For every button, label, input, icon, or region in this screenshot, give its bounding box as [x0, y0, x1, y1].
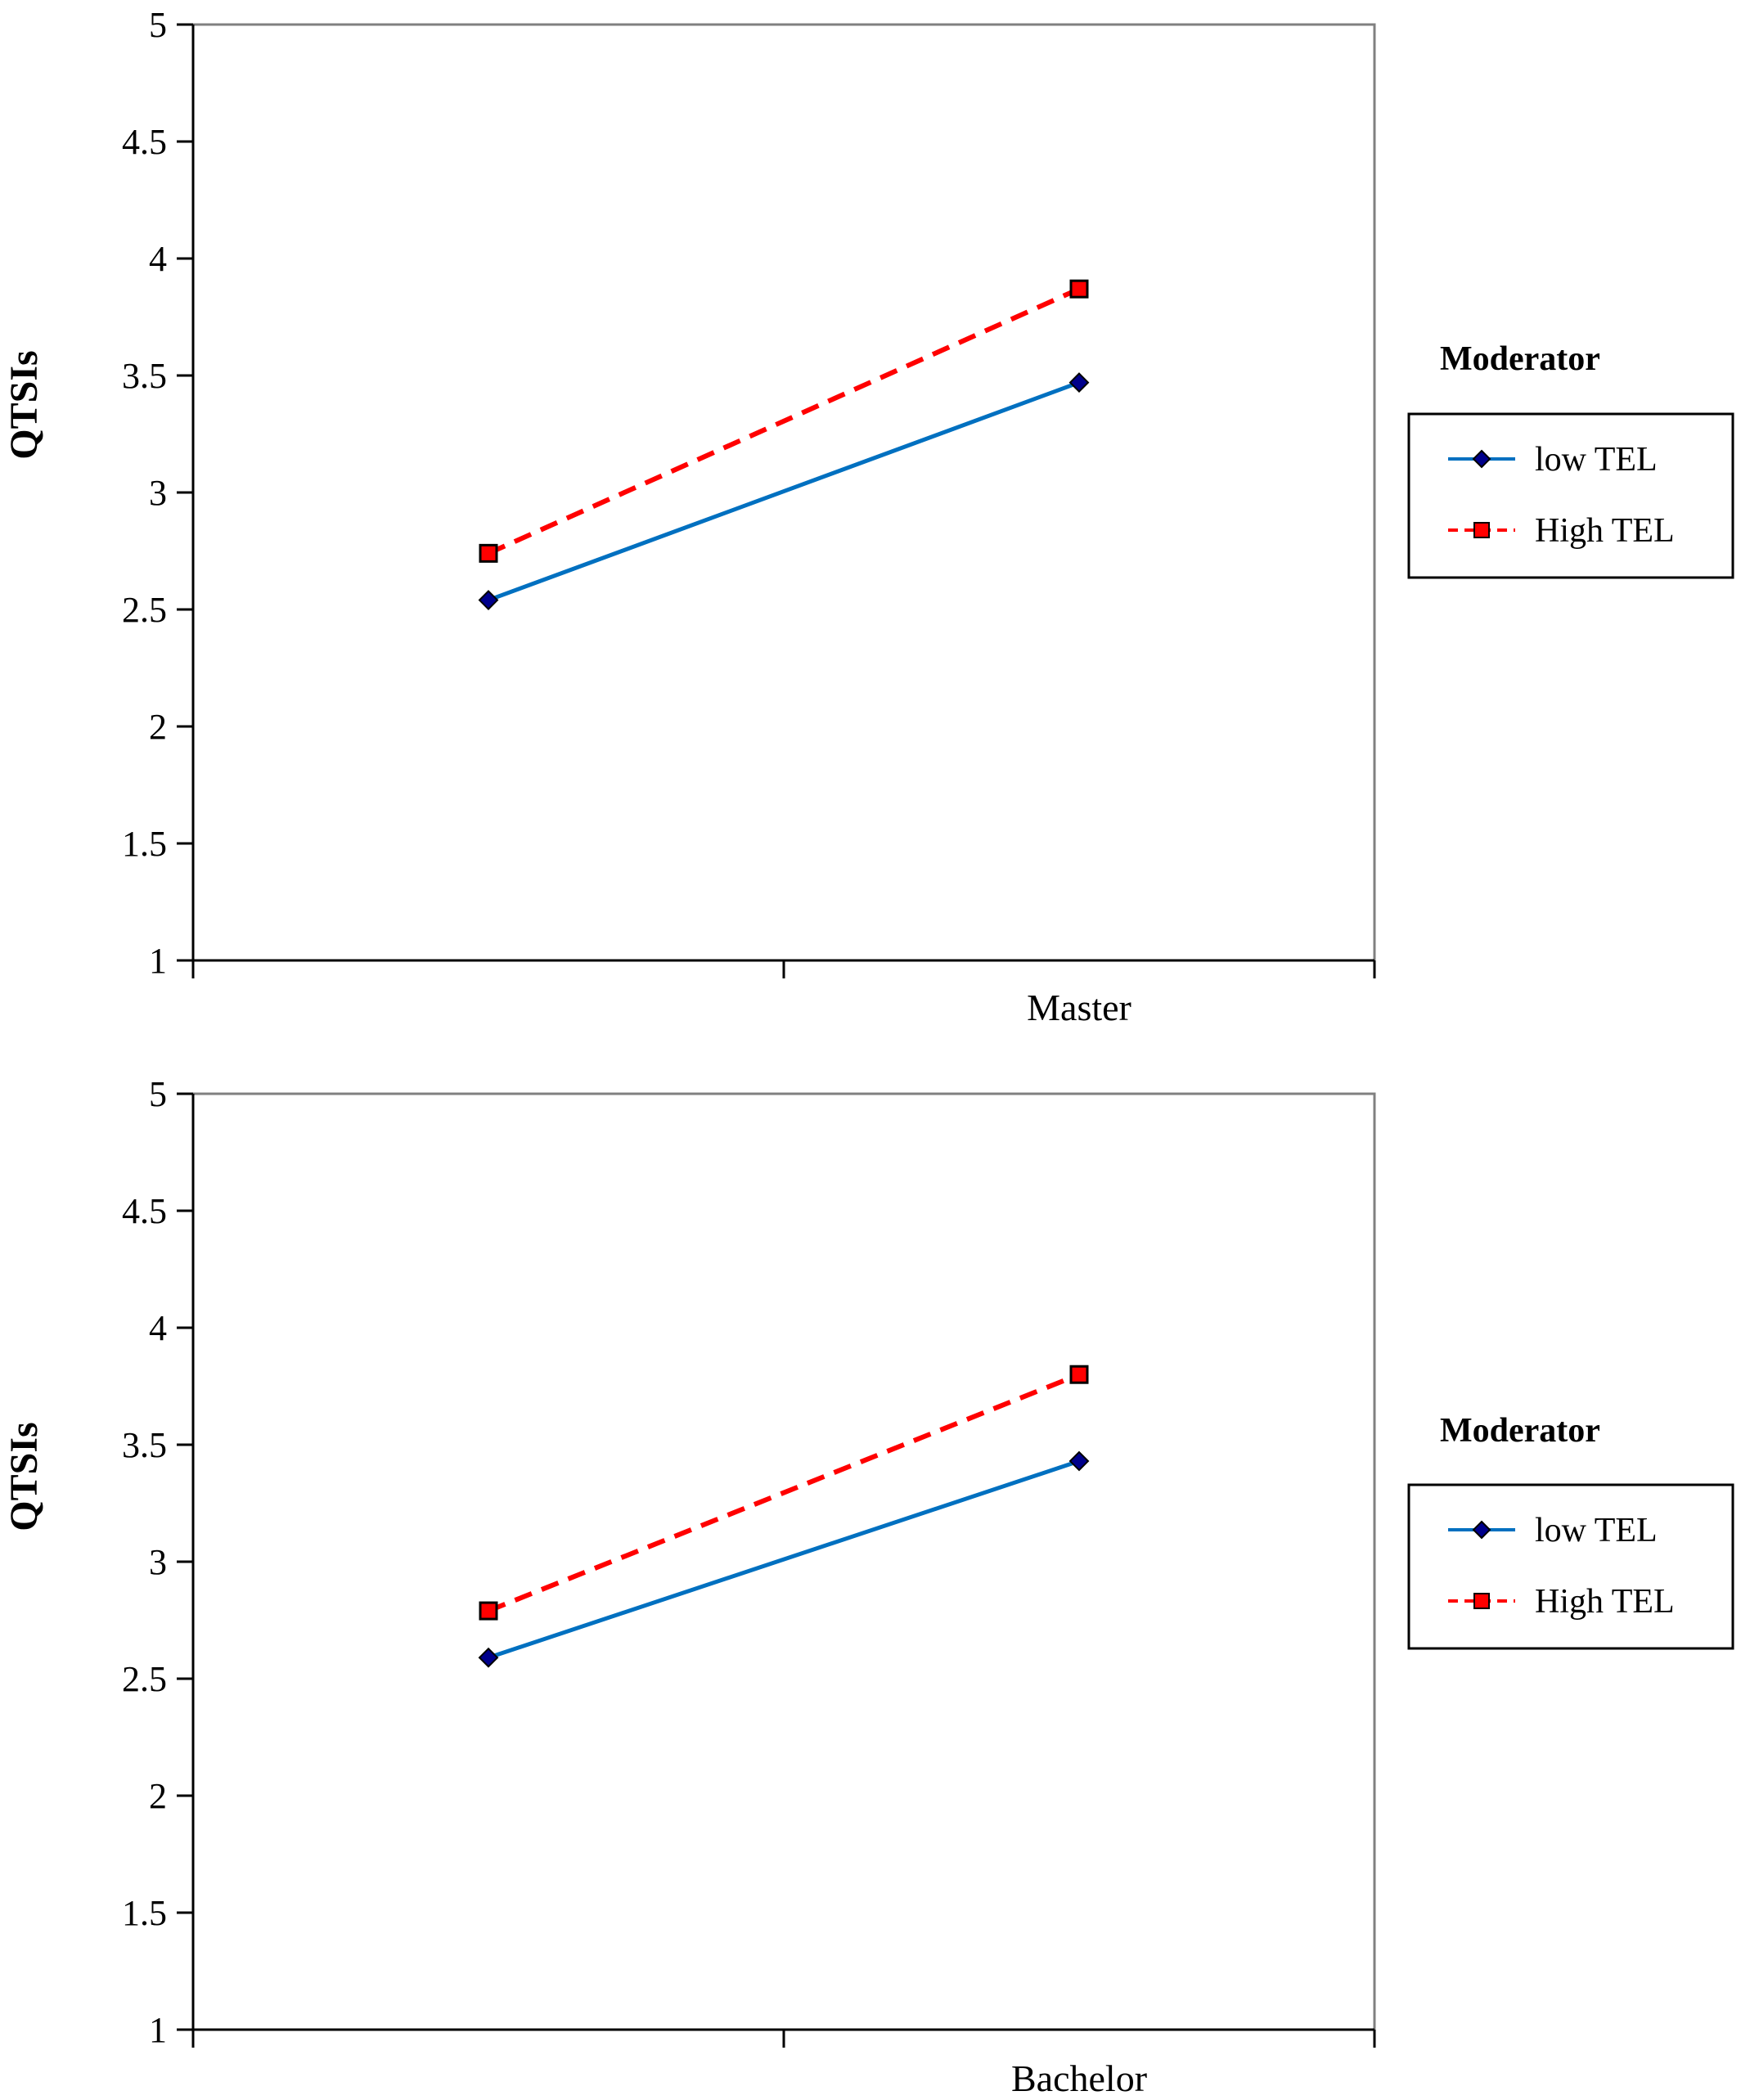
- series-line-2: [487, 286, 1081, 556]
- legend-label: low TEL: [1535, 441, 1658, 479]
- legend-marker-square: [1473, 522, 1490, 538]
- legend-label: low TEL: [1535, 1512, 1658, 1549]
- y-tick-label: 1: [149, 941, 167, 981]
- plot-area: [191, 1092, 1376, 2031]
- data-point-high-tel-1: [479, 1601, 498, 1621]
- y-tick-label: 1.5: [122, 1893, 167, 1933]
- data-point-high-tel-2: [1069, 1365, 1089, 1384]
- y-tick-label: 1: [149, 2010, 167, 2050]
- data-point-low-tel-1: [478, 1647, 499, 1668]
- data-point-high-tel-1: [479, 543, 498, 563]
- legend-box: [1407, 412, 1734, 579]
- data-point-low-tel-1: [478, 590, 499, 610]
- y-axis-title: QTSIs: [2, 350, 46, 459]
- y-tick-label: 4.5: [122, 122, 167, 162]
- x-axis-title: Bachelor: [1011, 2057, 1147, 2099]
- y-tick-label: 3: [149, 1542, 167, 1582]
- x-axis-title: Master: [1027, 987, 1131, 1028]
- y-tick-label: 2: [149, 707, 167, 747]
- y-tick-label: 4: [149, 239, 167, 279]
- legend-title: Moderator: [1440, 340, 1600, 378]
- data-point-low-tel-2: [1068, 1450, 1090, 1472]
- series-line-1: [488, 380, 1080, 602]
- y-axis-title: QTSIs: [2, 1422, 46, 1531]
- y-tick-label: 3.5: [122, 356, 167, 396]
- legend-label: High TEL: [1535, 512, 1675, 550]
- data-point-high-tel-2: [1069, 279, 1089, 299]
- y-tick-label: 5: [149, 1074, 167, 1114]
- y-tick-label: 3: [149, 473, 167, 513]
- y-tick-label: 2.5: [122, 1659, 167, 1699]
- y-tick-label: 5: [149, 5, 167, 45]
- y-tick-label: 3.5: [122, 1425, 167, 1465]
- legend-marker-diamond: [1472, 449, 1491, 469]
- y-tick-label: 4: [149, 1308, 167, 1348]
- data-point-low-tel-2: [1068, 372, 1090, 393]
- y-tick-label: 2.5: [122, 590, 167, 630]
- legend-title: Moderator: [1440, 1412, 1600, 1450]
- y-tick-label: 1.5: [122, 824, 167, 864]
- y-tick-label: 2: [149, 1776, 167, 1816]
- series-line-1: [488, 1459, 1080, 1660]
- chart-panel-2: 1 1.5 2 2.5 3 3.5 4 4.5 5 QTSIs Bachelor Moderator l…: [2, 1074, 1734, 2099]
- legend-box: [1407, 1483, 1734, 1650]
- y-tick-label: 4.5: [122, 1191, 167, 1231]
- chart-panel-1: 1 1.5 2 2.5 3 3.5 4 4.5 5 QTSIs Master Moderator low…: [2, 5, 1734, 1028]
- legend-label: High TEL: [1535, 1583, 1675, 1621]
- legend-marker-diamond: [1472, 1520, 1491, 1540]
- legend-marker-square: [1473, 1593, 1490, 1609]
- series-line-2: [487, 1372, 1081, 1613]
